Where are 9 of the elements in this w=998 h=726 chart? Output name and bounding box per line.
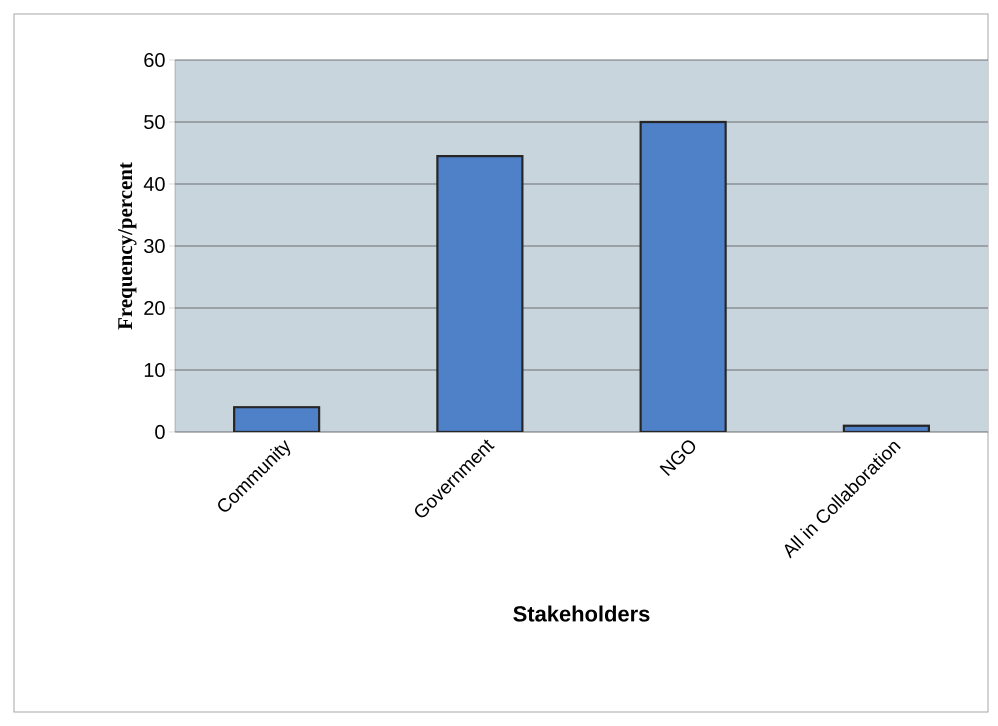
y-tick-label: 50 xyxy=(144,114,165,130)
y-tick-label: 40 xyxy=(144,176,165,192)
y-tick-label: 10 xyxy=(144,362,165,378)
y-tick-label: 20 xyxy=(144,300,165,316)
y-tick-label: 0 xyxy=(155,424,165,440)
y-tick-label: 30 xyxy=(144,238,165,254)
y-tick-label: 60 xyxy=(144,52,165,68)
y-axis-title: Frequency/percent xyxy=(118,162,136,330)
x-axis-title: Stakeholders xyxy=(513,605,650,622)
